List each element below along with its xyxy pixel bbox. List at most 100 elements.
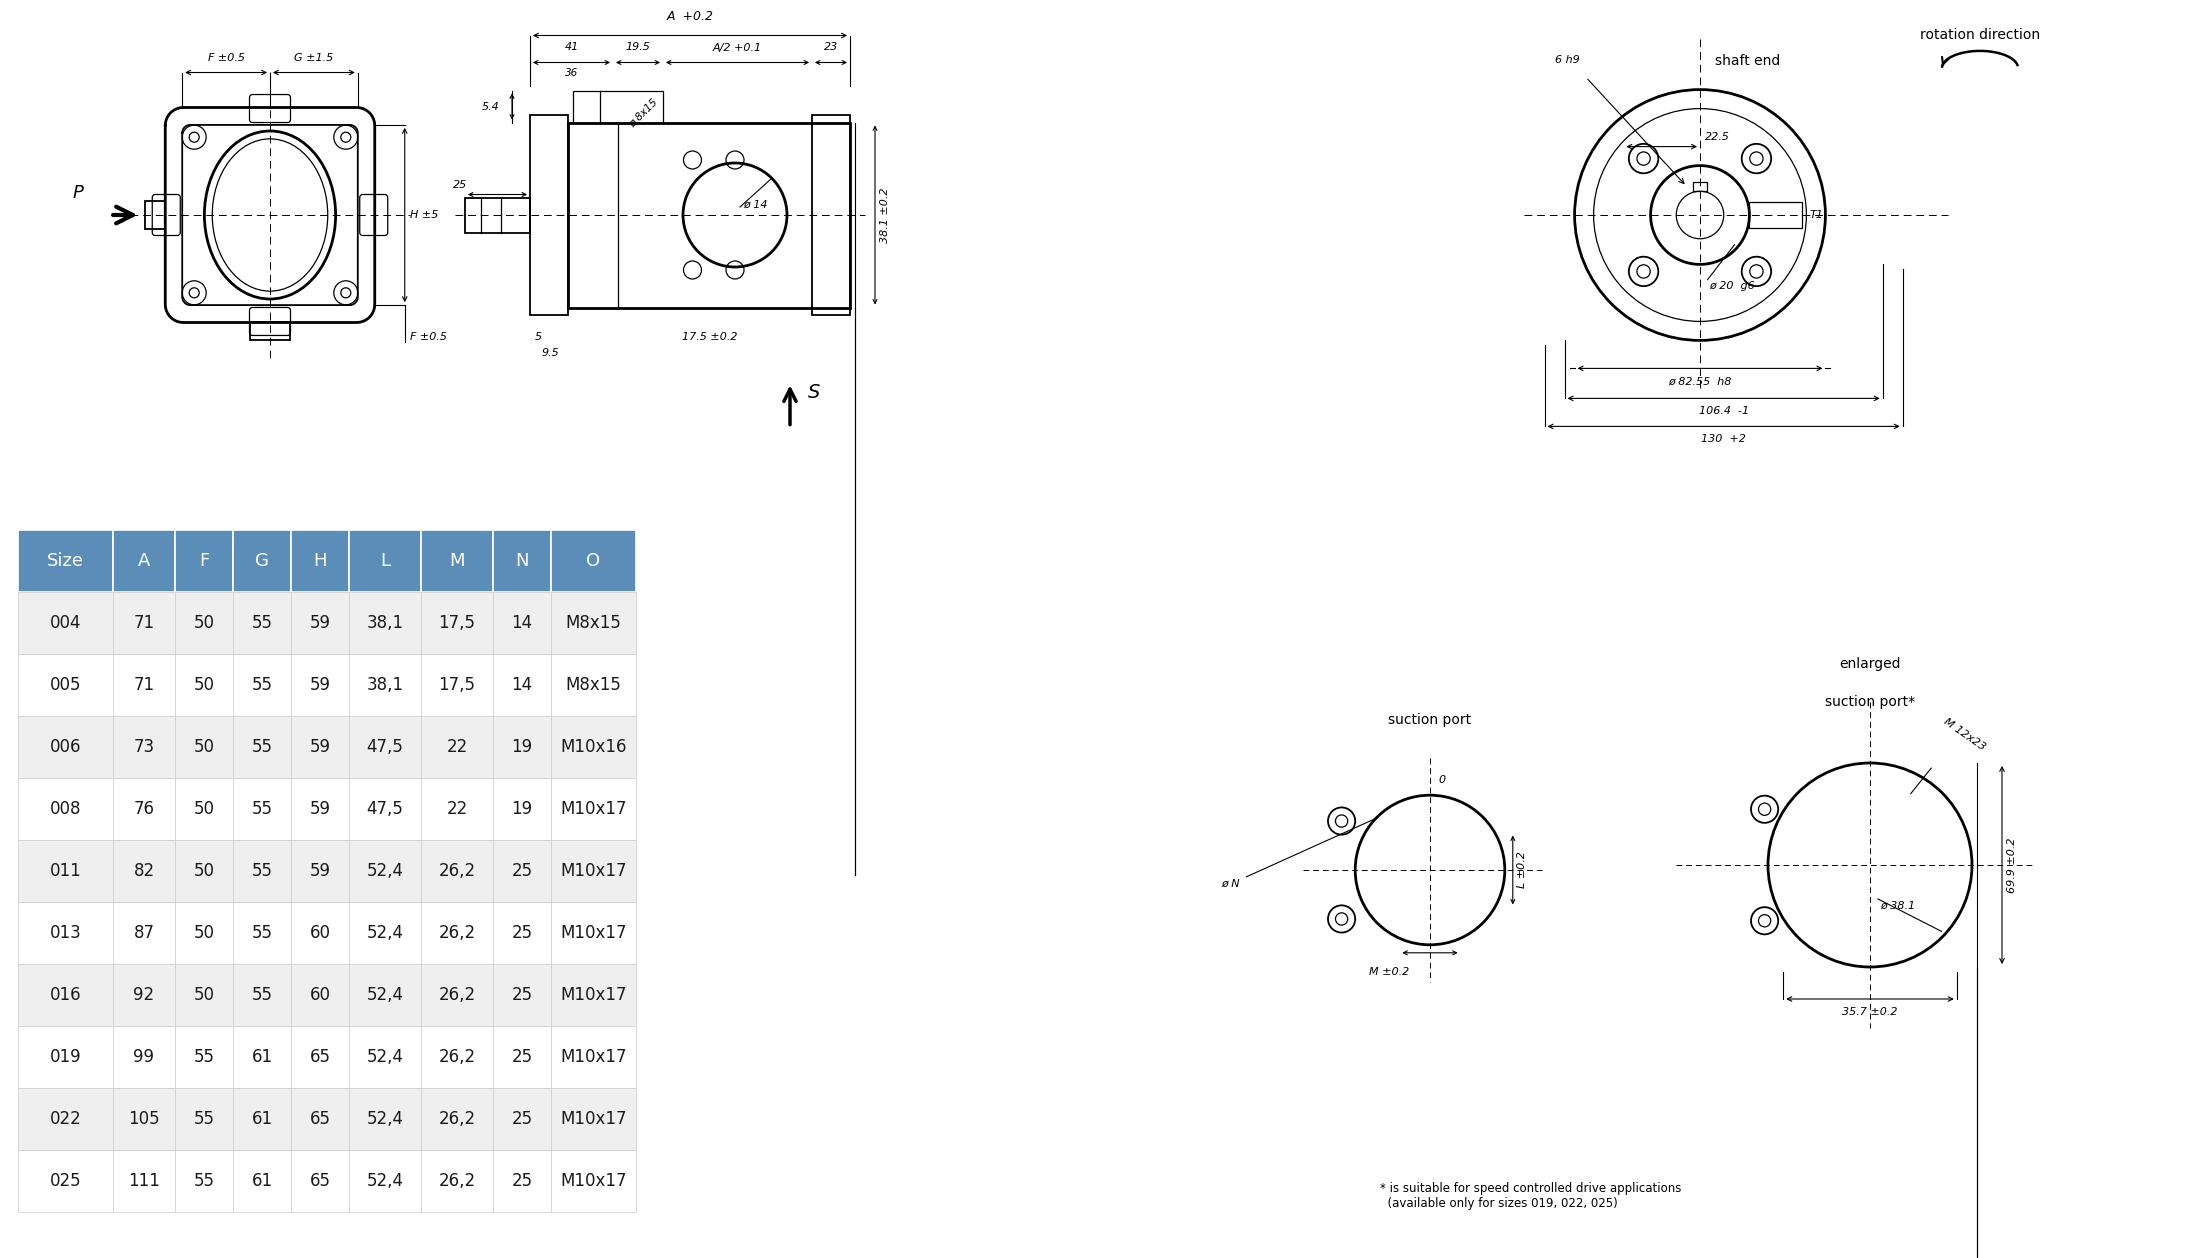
- Text: 59: 59: [310, 614, 330, 632]
- Bar: [175, 716, 232, 777]
- Text: 50: 50: [192, 986, 215, 1004]
- Text: ø 38.1: ø 38.1: [1880, 901, 1916, 911]
- Text: 59: 59: [310, 862, 330, 881]
- Bar: [292, 1150, 349, 1211]
- Bar: [551, 1027, 637, 1088]
- Text: 38.1 ±0.2: 38.1 ±0.2: [880, 187, 889, 243]
- Text: ø 20  g6: ø 20 g6: [1710, 282, 1756, 292]
- Bar: [420, 840, 493, 902]
- Text: 61: 61: [252, 1172, 272, 1190]
- Text: 59: 59: [310, 738, 330, 756]
- Text: A  +0.2: A +0.2: [666, 10, 714, 24]
- Bar: [349, 840, 420, 902]
- Text: M10x17: M10x17: [560, 923, 626, 942]
- Text: 013: 013: [49, 923, 82, 942]
- Bar: [420, 964, 493, 1027]
- Text: 76: 76: [133, 800, 155, 818]
- Text: 26,2: 26,2: [438, 1172, 476, 1190]
- Text: 47,5: 47,5: [367, 738, 403, 756]
- Bar: [232, 964, 292, 1027]
- Text: 22: 22: [447, 738, 467, 756]
- Text: 52,4: 52,4: [367, 986, 403, 1004]
- Text: 41: 41: [564, 43, 580, 53]
- Bar: [232, 593, 292, 654]
- Bar: [232, 530, 292, 593]
- Bar: [551, 530, 637, 593]
- Bar: [113, 1027, 175, 1088]
- Text: 73: 73: [133, 738, 155, 756]
- Text: F ±0.5: F ±0.5: [208, 53, 246, 63]
- Text: 25: 25: [511, 923, 533, 942]
- Bar: [551, 964, 637, 1027]
- Bar: [551, 777, 637, 840]
- Bar: [551, 654, 637, 716]
- Text: F ±0.5: F ±0.5: [409, 332, 447, 342]
- Bar: [232, 840, 292, 902]
- Text: 025: 025: [49, 1172, 82, 1190]
- Text: rotation direction: rotation direction: [1920, 28, 2039, 42]
- Bar: [493, 593, 551, 654]
- Text: 50: 50: [192, 923, 215, 942]
- Text: 38,1: 38,1: [367, 676, 403, 694]
- Text: 17,5: 17,5: [438, 676, 476, 694]
- Text: shaft end: shaft end: [1714, 54, 1781, 68]
- Bar: [113, 902, 175, 964]
- Text: 004: 004: [49, 614, 82, 632]
- Bar: [232, 1088, 292, 1150]
- Bar: [420, 1027, 493, 1088]
- Bar: [420, 777, 493, 840]
- Bar: [531, 114, 568, 314]
- Text: 50: 50: [192, 800, 215, 818]
- Text: 17.5 ±0.2: 17.5 ±0.2: [681, 332, 739, 342]
- Text: 106.4  -1: 106.4 -1: [1699, 406, 1750, 416]
- Text: O: O: [586, 552, 602, 570]
- Text: M10x17: M10x17: [560, 1172, 626, 1190]
- Bar: [493, 964, 551, 1027]
- Text: enlarged: enlarged: [1838, 657, 1900, 672]
- Text: M10x16: M10x16: [560, 738, 626, 756]
- Text: M8x15: M8x15: [566, 676, 622, 694]
- Text: 22.5: 22.5: [1705, 132, 1730, 142]
- Text: 52,4: 52,4: [367, 1110, 403, 1128]
- Text: 0: 0: [1438, 775, 1444, 785]
- Bar: [349, 1027, 420, 1088]
- Text: S: S: [807, 382, 821, 403]
- Bar: [349, 1150, 420, 1211]
- Text: 19: 19: [511, 738, 533, 756]
- Text: 61: 61: [252, 1110, 272, 1128]
- Bar: [18, 716, 113, 777]
- Text: 52,4: 52,4: [367, 923, 403, 942]
- Text: 82: 82: [133, 862, 155, 881]
- Bar: [493, 902, 551, 964]
- Text: 25: 25: [511, 1110, 533, 1128]
- Text: A: A: [137, 552, 150, 570]
- Bar: [292, 777, 349, 840]
- Text: 60: 60: [310, 986, 330, 1004]
- Text: G: G: [254, 552, 270, 570]
- Text: ø N: ø N: [1221, 878, 1239, 888]
- Bar: [113, 1088, 175, 1150]
- Bar: [292, 964, 349, 1027]
- Bar: [18, 1027, 113, 1088]
- Text: 011: 011: [49, 862, 82, 881]
- Text: 14: 14: [511, 614, 533, 632]
- Bar: [175, 530, 232, 593]
- Text: 55: 55: [192, 1110, 215, 1128]
- Text: 60: 60: [310, 923, 330, 942]
- Text: 016: 016: [49, 986, 82, 1004]
- Bar: [493, 777, 551, 840]
- Bar: [18, 593, 113, 654]
- Text: G ±1.5: G ±1.5: [294, 53, 334, 63]
- Bar: [18, 654, 113, 716]
- Bar: [175, 593, 232, 654]
- Bar: [420, 530, 493, 593]
- Bar: [493, 530, 551, 593]
- Bar: [420, 1088, 493, 1150]
- Text: 55: 55: [252, 923, 272, 942]
- Bar: [18, 530, 113, 593]
- Text: 019: 019: [49, 1048, 82, 1066]
- Bar: [146, 201, 166, 229]
- Bar: [349, 716, 420, 777]
- Bar: [349, 654, 420, 716]
- Text: 25: 25: [511, 1172, 533, 1190]
